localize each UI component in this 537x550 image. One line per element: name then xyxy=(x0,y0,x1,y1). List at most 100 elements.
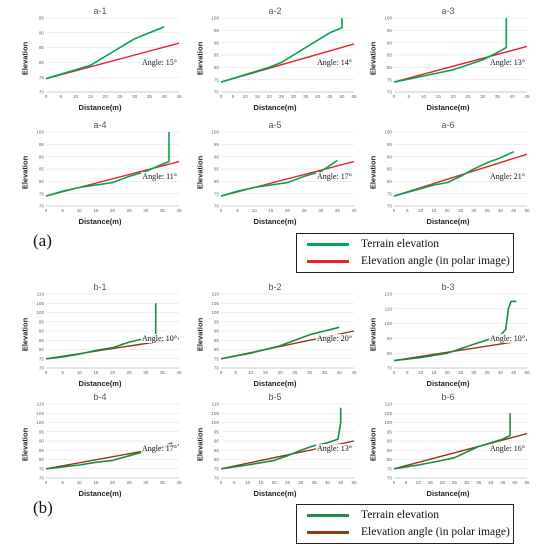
legend-a: Terrain elevation Elevation angle (in po… xyxy=(296,233,514,273)
elevation-angle-line xyxy=(393,45,528,83)
y-tick-label: 90 xyxy=(387,439,393,444)
x-tick-label: 35 xyxy=(335,208,341,213)
x-tick-label: 45 xyxy=(511,370,517,375)
x-tick-label: 20 xyxy=(267,94,273,99)
x-tick-label: 5 xyxy=(405,480,408,485)
x-tick-label: 20 xyxy=(272,480,278,485)
angle-annotation: Angle: 14° xyxy=(316,58,353,67)
x-tick-label: 0 xyxy=(220,480,223,485)
x-tick-label: 30 xyxy=(464,480,470,485)
y-tick-label: 120 xyxy=(384,292,392,297)
legend-b-angle-label: Elevation angle (in polar image) xyxy=(361,526,510,538)
y-tick-label: 80 xyxy=(387,65,393,70)
x-tick-label: 55 xyxy=(524,480,530,485)
y-tick-label: 75 xyxy=(39,466,45,471)
y-tick-label: 110 xyxy=(37,292,45,297)
x-tick-label: 5 xyxy=(232,94,235,99)
y-tick-label: 75 xyxy=(214,77,220,82)
x-tick-label: 0 xyxy=(45,370,48,375)
y-tick-label: 95 xyxy=(387,28,393,33)
x-tick-label: 45 xyxy=(176,94,182,99)
x-tick-label: 25 xyxy=(465,94,471,99)
x-tick-label: 30 xyxy=(307,370,313,375)
x-tick-label: 30 xyxy=(143,480,149,485)
chart-panel-b-1: 70 75 80 85 90 95 100 105 110 0 5 10 15 20 25 30 35 40 b-1… xyxy=(16,280,184,390)
y-tick-label: 100 xyxy=(384,16,392,21)
x-tick-label: 30 xyxy=(298,480,304,485)
y-tick-label: 90 xyxy=(214,329,220,334)
y-tick-label: 80 xyxy=(39,179,45,184)
x-tick-label: 30 xyxy=(318,208,324,213)
x-tick-label: 5 xyxy=(236,208,239,213)
y-tick-label: 80 xyxy=(387,351,393,356)
elevation-angle-line xyxy=(393,432,528,470)
x-tick-label: 10 xyxy=(416,480,422,485)
y-tick-label: 90 xyxy=(214,439,220,444)
x-tick-label: 10 xyxy=(73,94,79,99)
legend-b-item-angle: Elevation angle (in polar image) xyxy=(307,524,510,540)
x-tick-label: 10 xyxy=(77,480,83,485)
chart-panel-a-2: 70 75 80 85 90 95 100 0 5 10 15 20 25 30 35 40 45 50 55 a-2… xyxy=(191,4,359,114)
y-axis-label: Elevation xyxy=(195,427,205,462)
x-tick-label: 45 xyxy=(327,94,333,99)
y-tick-label: 75 xyxy=(39,356,45,361)
y-tick-label: 95 xyxy=(387,142,393,147)
x-tick-label: 0 xyxy=(393,94,396,99)
y-axis-label: Elevation xyxy=(20,317,30,352)
chart-svg-a-1: 70 75 80 85 90 95 0 5 10 15 20 25 30 35 40 45 xyxy=(39,16,182,99)
terrain-elevation-line xyxy=(220,18,343,83)
x-tick-label: 15 xyxy=(428,480,434,485)
x-tick-label: 5 xyxy=(407,94,410,99)
y-tick-label: 80 xyxy=(214,179,220,184)
x-tick-label: 25 xyxy=(292,370,298,375)
y-tick-label: 110 xyxy=(212,292,220,297)
y-tick-label: 100 xyxy=(36,420,44,425)
chart-panel-b-6: 70 75 80 85 90 95 100 105 110 0 5 10 15 20 25 30 35 40 45 5… xyxy=(364,390,532,500)
chart-svg-a-3: 70 75 80 85 90 95 100 0 5 10 15 20 25 30 35 40 45 xyxy=(384,16,530,99)
x-tick-label: 40 xyxy=(510,94,516,99)
y-tick-label: 80 xyxy=(214,65,220,70)
angle-annotation: Angle: 15° xyxy=(141,58,178,67)
y-tick-label: 70 xyxy=(39,366,45,371)
x-axis-label: Distance(m) xyxy=(78,103,122,112)
x-axis-label: Distance(m) xyxy=(253,379,297,388)
x-tick-label: 10 xyxy=(248,370,254,375)
x-axis-label: Distance(m) xyxy=(426,217,470,226)
y-tick-label: 80 xyxy=(39,457,45,462)
x-tick-label: 20 xyxy=(285,208,291,213)
y-tick-label: 80 xyxy=(214,347,220,352)
x-tick-label: 10 xyxy=(421,94,427,99)
x-tick-label: 10 xyxy=(245,480,251,485)
y-tick-label: 95 xyxy=(214,429,220,434)
chart-panel-a-5: 70 75 80 85 90 95 100 0 5 10 15 20 25 30 35 40 a-5 Elevat… xyxy=(191,118,359,228)
x-tick-label: 5 xyxy=(406,208,409,213)
chart-svg-b-3: 70 80 90 100 110 120 0 5 10 15 20 25 30 35 40 45 50 xyxy=(384,292,530,375)
x-tick-label: 25 xyxy=(302,208,308,213)
x-tick-label: 40 xyxy=(498,370,504,375)
x-tick-label: 45 xyxy=(338,480,344,485)
x-tick-label: 35 xyxy=(322,370,328,375)
y-tick-label: 85 xyxy=(39,45,45,50)
y-tick-label: 110 xyxy=(37,402,45,407)
x-tick-label: 20 xyxy=(445,370,451,375)
chart-title: a-5 xyxy=(268,120,282,130)
x-tick-label: 15 xyxy=(255,94,261,99)
x-tick-label: 30 xyxy=(143,208,149,213)
chart-title: a-2 xyxy=(268,6,282,16)
y-tick-label: 90 xyxy=(214,154,220,159)
x-tick-label: 30 xyxy=(471,370,477,375)
x-tick-label: 40 xyxy=(337,370,343,375)
terrain-elevation-line xyxy=(220,326,340,360)
x-tick-label: 15 xyxy=(93,208,99,213)
y-tick-label: 75 xyxy=(39,75,45,80)
x-tick-label: 30 xyxy=(291,94,297,99)
y-tick-label: 75 xyxy=(39,191,45,196)
chart-title: b-6 xyxy=(441,392,455,402)
x-tick-label: 30 xyxy=(480,94,486,99)
y-tick-label: 85 xyxy=(387,53,393,58)
chart-title: b-5 xyxy=(268,392,282,402)
y-tick-label: 95 xyxy=(39,142,45,147)
x-tick-label: 30 xyxy=(132,94,138,99)
x-tick-label: 35 xyxy=(160,480,166,485)
